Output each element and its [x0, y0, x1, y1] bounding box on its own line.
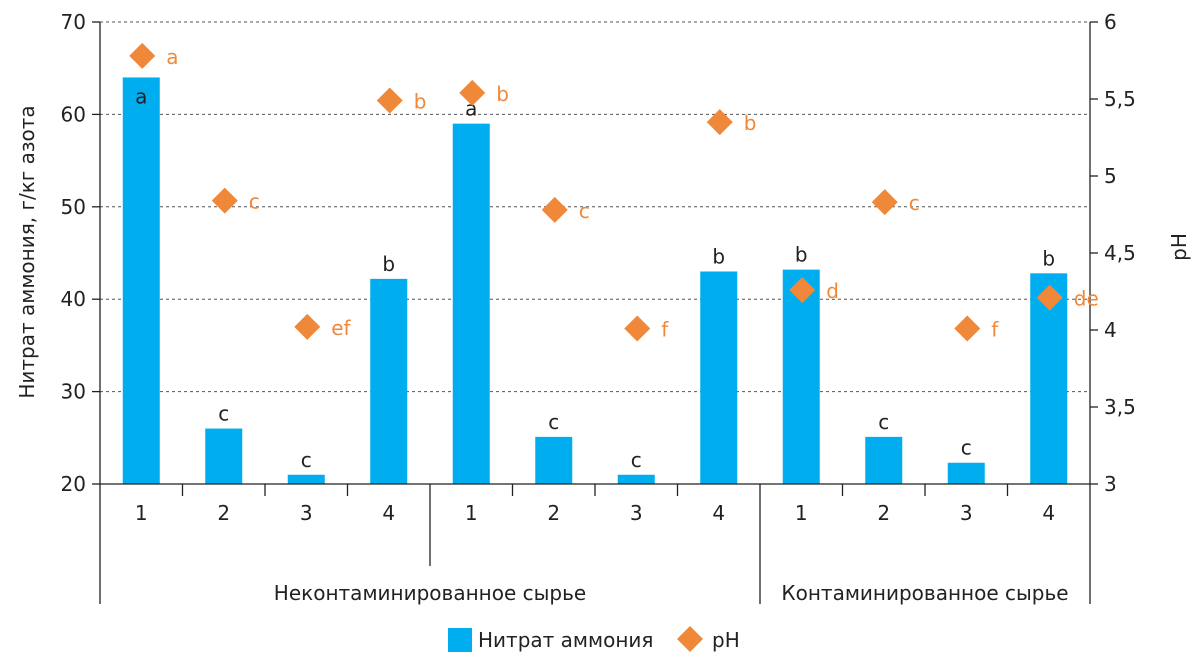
bar — [452, 123, 490, 484]
group-label: Контаминированное сырье — [781, 581, 1068, 605]
y-tick-label: 30 — [61, 380, 86, 404]
bar — [947, 462, 985, 484]
bar — [535, 436, 573, 484]
y2-tick-label: 3 — [1104, 472, 1117, 496]
legend-swatch-ph — [677, 626, 703, 652]
x-tick-label: 1 — [795, 501, 808, 525]
bar — [370, 278, 408, 484]
ph-letter-label: b — [414, 90, 427, 114]
bar-letter-label: c — [218, 402, 229, 426]
bar-letter-label: c — [301, 448, 312, 472]
y2-tick-label: 3,5 — [1104, 395, 1136, 419]
ph-point — [624, 315, 651, 342]
bar-letter-label: b — [795, 243, 808, 267]
bar-letter-label: a — [135, 84, 147, 108]
y-tick-label: 70 — [61, 10, 86, 34]
ph-point — [376, 87, 403, 114]
axes: 20 30 40 50 60 70 3 3,5 4 4,5 5 5,5 6 1 2 3 4 1 2 3 4 1 2 3 4 Нек… — [61, 10, 1136, 605]
y2-tick-label: 6 — [1104, 10, 1117, 34]
bar — [287, 474, 325, 484]
bar — [782, 269, 820, 484]
ph-letter-label: f — [661, 317, 669, 341]
bar-letter-label: b — [382, 252, 395, 276]
gridlines — [100, 21, 1090, 393]
x-tick-label: 4 — [1042, 501, 1055, 525]
ph-letter-label: a — [166, 45, 178, 69]
ph-letter-label: c — [909, 191, 920, 215]
legend-swatch-bar — [448, 628, 472, 652]
x-tick-label: 2 — [877, 501, 890, 525]
bar — [700, 271, 738, 484]
x-tick-label: 1 — [465, 501, 478, 525]
bar — [122, 77, 160, 484]
x-tick-label: 4 — [382, 501, 395, 525]
ph-point — [129, 42, 156, 69]
legend-label-bar: Нитрат аммония — [478, 628, 653, 652]
bar-letter-label: c — [631, 448, 642, 472]
ph-point — [294, 313, 321, 340]
y2-tick-label: 4 — [1104, 318, 1117, 342]
y-tick-label: 60 — [61, 102, 86, 126]
x-tick-label: 1 — [135, 501, 148, 525]
ph-point — [459, 79, 486, 106]
x-tick-label: 4 — [712, 501, 725, 525]
ph-point — [954, 315, 981, 342]
y-tick-label: 40 — [61, 287, 86, 311]
bar-letter-label: c — [878, 410, 889, 434]
y2-axis-title: pH — [1167, 233, 1191, 261]
ph-letter-label: b — [744, 111, 757, 135]
x-tick-label: 2 — [217, 501, 230, 525]
y-tick-label: 20 — [61, 472, 86, 496]
y-tick-label: 50 — [61, 195, 86, 219]
ph-point — [541, 196, 568, 223]
ph-point — [1036, 284, 1063, 311]
bar — [865, 436, 903, 484]
ph-letter-label: ef — [331, 316, 351, 340]
x-tick-label: 3 — [300, 501, 313, 525]
y2-tick-label: 4,5 — [1104, 241, 1136, 265]
x-tick-label: 2 — [547, 501, 560, 525]
ph-point — [871, 189, 898, 216]
group-label: Неконтаминированное сырье — [274, 581, 586, 605]
ph-point — [706, 109, 733, 136]
ph-letter-label: d — [826, 279, 839, 303]
bar — [205, 428, 243, 484]
bar-letter-label: c — [548, 410, 559, 434]
bar — [617, 474, 655, 484]
ph-point — [211, 187, 238, 214]
ph-letter-label: f — [991, 317, 999, 341]
y2-tick-label: 5 — [1104, 164, 1117, 188]
x-tick-label: 3 — [960, 501, 973, 525]
bar-letter-label: b — [712, 244, 725, 268]
bar-letter-label: c — [961, 436, 972, 460]
x-tick-label: 3 — [630, 501, 643, 525]
ph-letter-label: c — [579, 199, 590, 223]
ph-letter-label: b — [496, 82, 509, 106]
ph-letter-label: c — [249, 190, 260, 214]
y2-tick-label: 5,5 — [1104, 87, 1136, 111]
ph-letter-label: de — [1074, 287, 1099, 311]
bar-letter-label: b — [1042, 246, 1055, 270]
legend: Нитрат аммония pH — [448, 626, 740, 652]
legend-label-ph: pH — [712, 628, 740, 652]
y-axis-title: Нитрат аммония, г/кг азота — [15, 105, 39, 398]
ph-point — [789, 276, 816, 303]
